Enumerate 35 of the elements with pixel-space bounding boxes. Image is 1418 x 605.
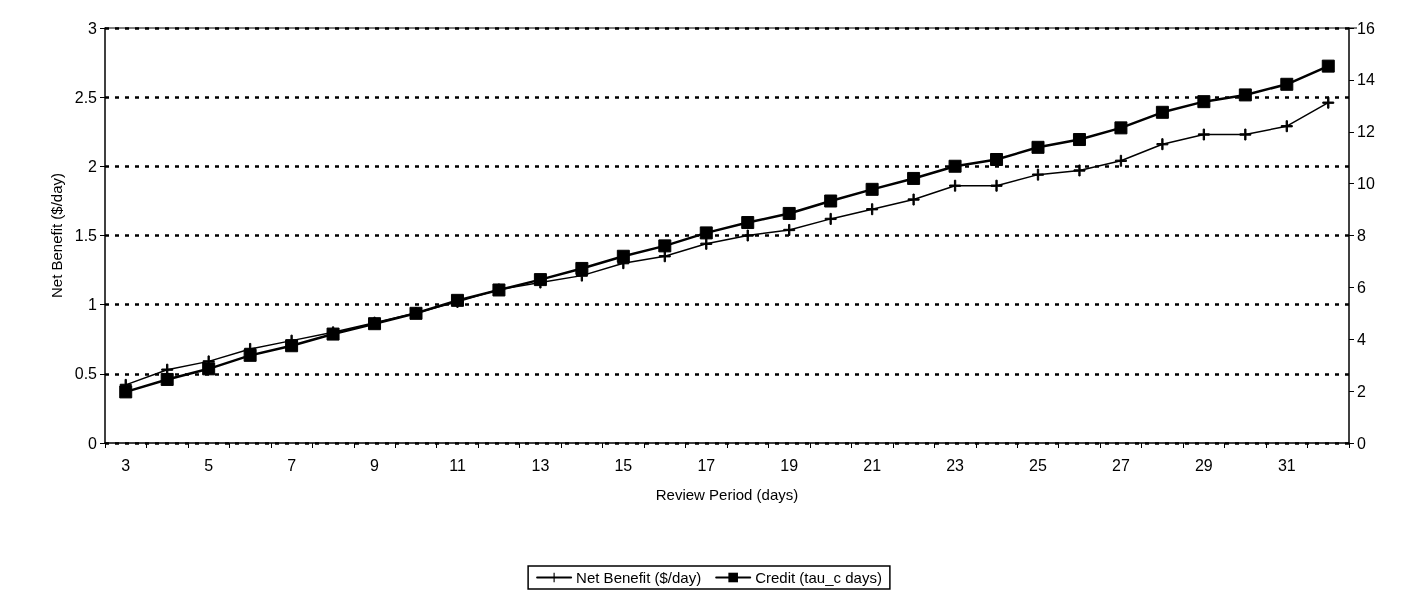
y-tick-label: 1 [88, 296, 98, 314]
x-tick-label: 5 [204, 456, 214, 474]
y2-tick-label: 12 [1357, 123, 1375, 141]
y2-tick-label: 8 [1357, 227, 1366, 244]
x-tick-label: 7 [287, 456, 297, 474]
legend-label: Net Benefit ($/day) [576, 569, 702, 586]
x-tick-label: 29 [1194, 456, 1213, 474]
x-tick-label: 9 [370, 456, 380, 474]
x-tick-label: 11 [449, 456, 466, 474]
y2-tick-label: 10 [1357, 175, 1375, 193]
y-tick-label: 2 [88, 157, 98, 175]
x-tick-label: 23 [946, 456, 965, 474]
y-tick-label: 1.5 [74, 227, 98, 244]
x-tick-label: 15 [614, 456, 633, 474]
x-axis-title: Review Period (days) [655, 486, 799, 503]
y2-tick-label: 6 [1357, 278, 1366, 296]
legend-label: Credit (tau_c days) [755, 569, 882, 586]
x-tick-label: 19 [780, 456, 799, 474]
y2-tick-label: 14 [1357, 71, 1375, 89]
y2-tick-label: 0 [1357, 434, 1366, 452]
y2-tick-label: 16 [1357, 19, 1375, 37]
y2-tick-label: 2 [1357, 382, 1366, 400]
x-tick-label: 17 [697, 456, 716, 474]
y-tick-label: 0 [88, 434, 98, 452]
y2-tick-label: 4 [1357, 330, 1366, 348]
x-tick-label: 3 [121, 456, 131, 474]
x-tick-label: 25 [1029, 456, 1047, 474]
x-tick-label: 21 [863, 456, 882, 474]
x-tick-label: 27 [1112, 456, 1130, 474]
x-tick-label: 13 [531, 456, 550, 474]
x-tick-label: 31 [1277, 456, 1296, 474]
y-tick-label: 0.5 [74, 365, 98, 383]
y-tick-label: 3 [88, 19, 98, 37]
y-axis-title: Net Benefit ($/day) [47, 172, 65, 299]
y-tick-label: 2.5 [74, 88, 98, 106]
